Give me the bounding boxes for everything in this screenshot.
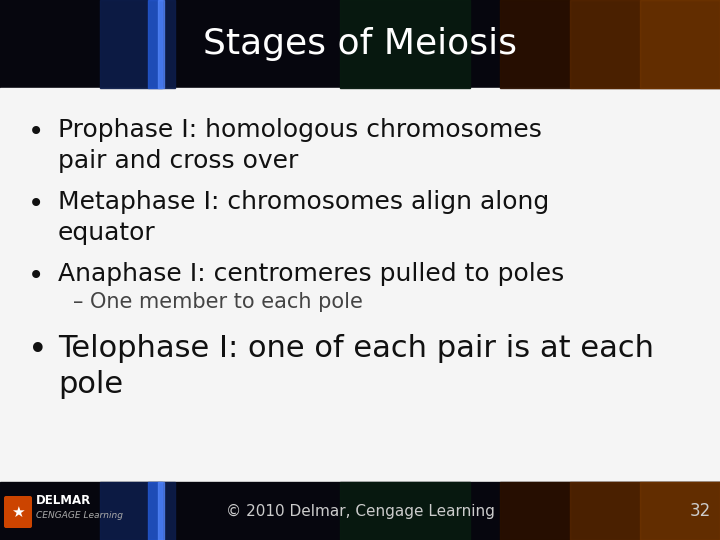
Bar bbox=[500, 0, 720, 88]
Bar bbox=[0, 0, 720, 88]
Bar bbox=[100, 0, 175, 88]
Text: © 2010 Delmar, Cengage Learning: © 2010 Delmar, Cengage Learning bbox=[225, 503, 495, 518]
Bar bbox=[640, 482, 720, 540]
Bar bbox=[158, 482, 164, 540]
Text: Telophase I: one of each pair is at each
pole: Telophase I: one of each pair is at each… bbox=[58, 334, 654, 399]
Bar bbox=[158, 0, 164, 88]
Text: Stages of Meiosis: Stages of Meiosis bbox=[203, 27, 517, 61]
Bar bbox=[640, 0, 720, 88]
Text: •: • bbox=[28, 334, 48, 367]
FancyBboxPatch shape bbox=[4, 496, 32, 528]
Text: CENGAGE Learning: CENGAGE Learning bbox=[36, 511, 123, 521]
Text: ★: ★ bbox=[12, 504, 24, 519]
Bar bbox=[570, 482, 720, 540]
Text: DELMAR: DELMAR bbox=[36, 494, 91, 507]
Bar bbox=[340, 482, 470, 540]
Bar bbox=[0, 88, 720, 482]
Text: Prophase I: homologous chromosomes
pair and cross over: Prophase I: homologous chromosomes pair … bbox=[58, 118, 542, 173]
Text: •: • bbox=[28, 262, 44, 290]
Bar bbox=[500, 482, 720, 540]
Text: Metaphase I: chromosomes align along
equator: Metaphase I: chromosomes align along equ… bbox=[58, 190, 549, 245]
Text: •: • bbox=[28, 118, 44, 146]
Bar bbox=[148, 482, 162, 540]
Text: – One member to each pole: – One member to each pole bbox=[73, 292, 363, 312]
Bar bbox=[340, 0, 470, 88]
Bar bbox=[570, 0, 720, 88]
Text: •: • bbox=[28, 190, 44, 218]
Bar bbox=[0, 482, 720, 540]
Text: 32: 32 bbox=[689, 502, 711, 520]
Text: Anaphase I: centromeres pulled to poles: Anaphase I: centromeres pulled to poles bbox=[58, 262, 564, 286]
Bar bbox=[148, 0, 162, 88]
Bar bbox=[100, 482, 175, 540]
